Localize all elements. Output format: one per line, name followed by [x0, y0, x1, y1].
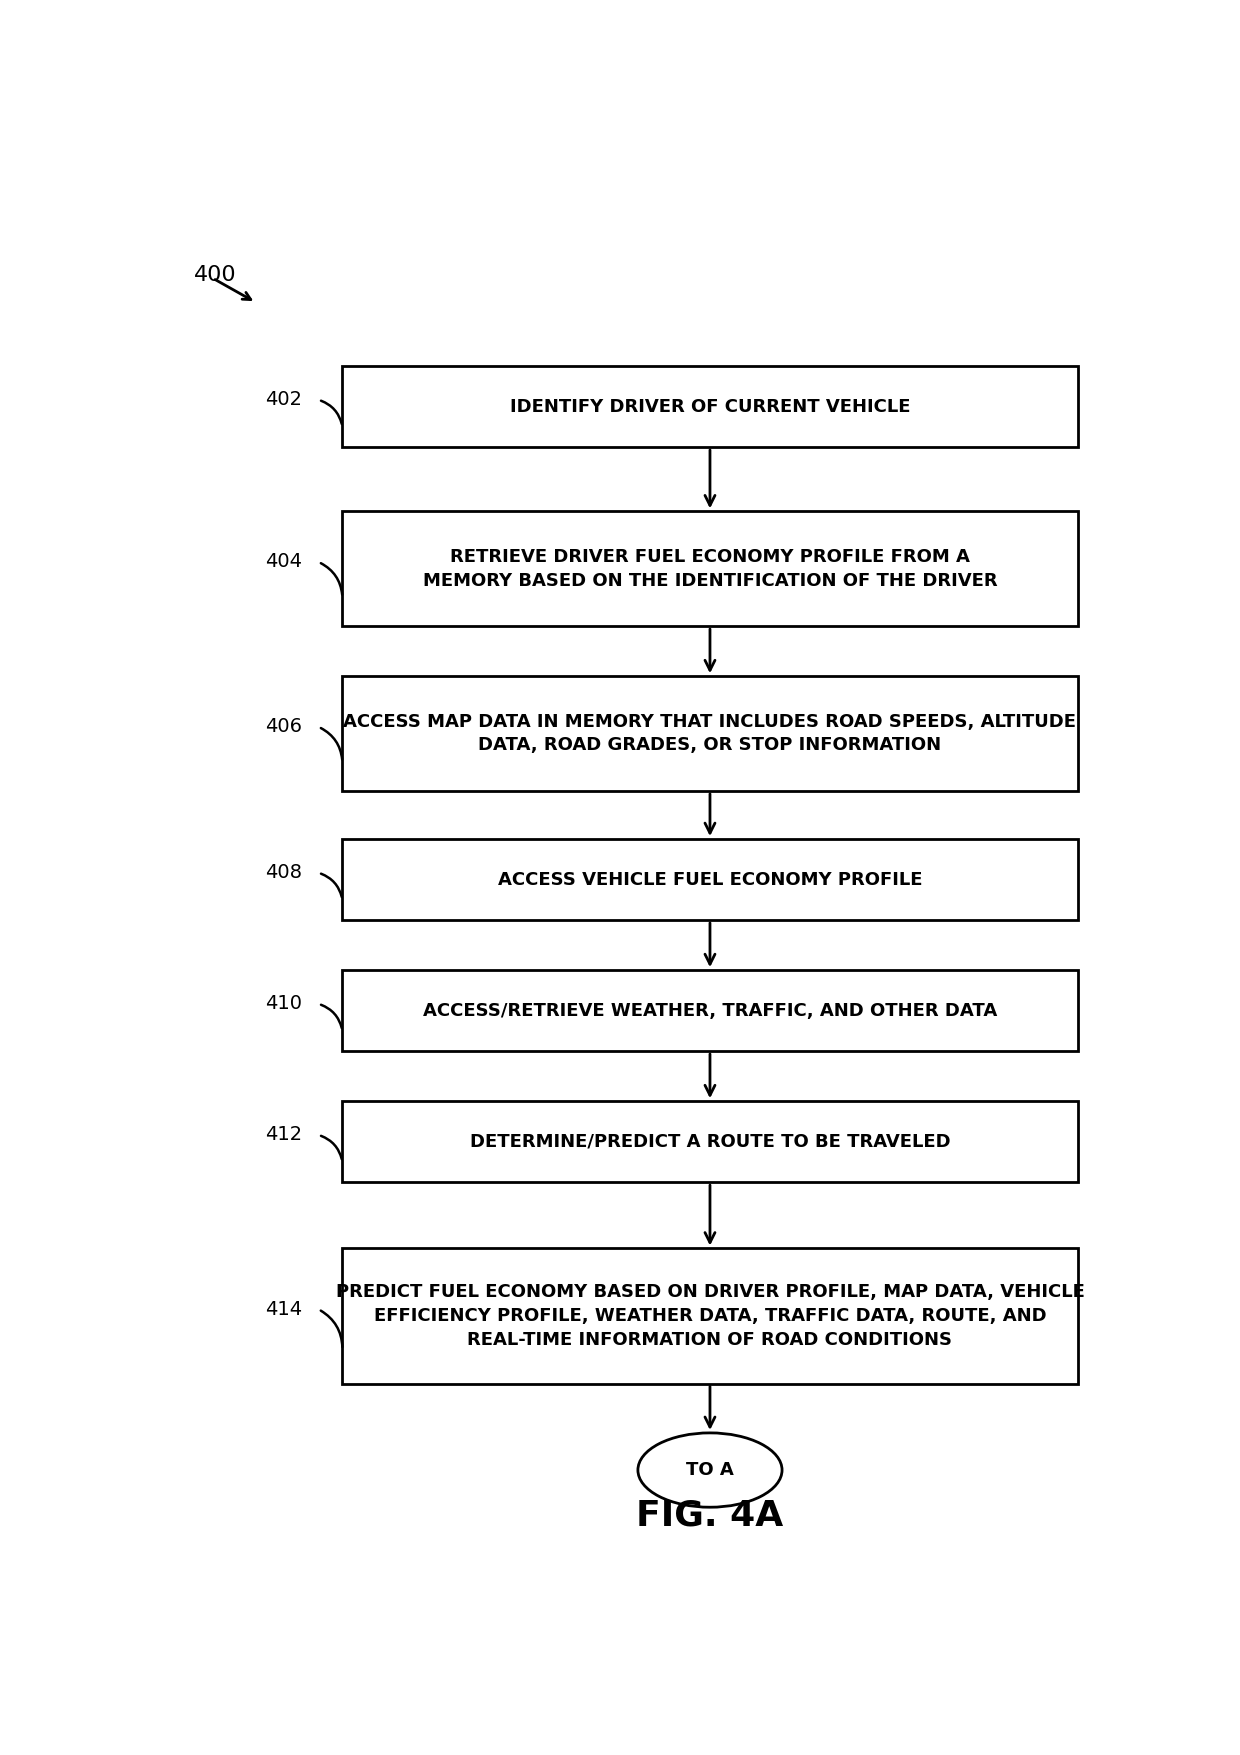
Text: 406: 406	[265, 718, 303, 737]
Text: ACCESS VEHICLE FUEL ECONOMY PROFILE: ACCESS VEHICLE FUEL ECONOMY PROFILE	[497, 870, 923, 888]
FancyBboxPatch shape	[342, 839, 1078, 920]
Text: 412: 412	[265, 1125, 303, 1144]
Text: 400: 400	[193, 265, 236, 284]
FancyBboxPatch shape	[342, 676, 1078, 792]
FancyBboxPatch shape	[342, 971, 1078, 1051]
Text: RETRIEVE DRIVER FUEL ECONOMY PROFILE FROM A
MEMORY BASED ON THE IDENTIFICATION O: RETRIEVE DRIVER FUEL ECONOMY PROFILE FRO…	[423, 548, 997, 590]
Text: 404: 404	[265, 553, 303, 572]
FancyBboxPatch shape	[342, 1248, 1078, 1383]
Text: FIG. 4A: FIG. 4A	[636, 1499, 784, 1532]
Ellipse shape	[637, 1432, 782, 1508]
Text: DETERMINE/PREDICT A ROUTE TO BE TRAVELED: DETERMINE/PREDICT A ROUTE TO BE TRAVELED	[470, 1132, 950, 1151]
FancyBboxPatch shape	[342, 511, 1078, 627]
Text: ACCESS MAP DATA IN MEMORY THAT INCLUDES ROAD SPEEDS, ALTITUDE
DATA, ROAD GRADES,: ACCESS MAP DATA IN MEMORY THAT INCLUDES …	[343, 713, 1076, 755]
Text: 408: 408	[265, 863, 303, 883]
Text: 410: 410	[265, 995, 303, 1013]
Text: TO A: TO A	[686, 1462, 734, 1479]
Text: PREDICT FUEL ECONOMY BASED ON DRIVER PROFILE, MAP DATA, VEHICLE
EFFICIENCY PROFI: PREDICT FUEL ECONOMY BASED ON DRIVER PRO…	[336, 1283, 1085, 1348]
FancyBboxPatch shape	[342, 367, 1078, 448]
Text: IDENTIFY DRIVER OF CURRENT VEHICLE: IDENTIFY DRIVER OF CURRENT VEHICLE	[510, 398, 910, 416]
Text: 402: 402	[265, 390, 303, 409]
FancyBboxPatch shape	[342, 1100, 1078, 1183]
Text: 414: 414	[265, 1300, 303, 1318]
Text: ACCESS/RETRIEVE WEATHER, TRAFFIC, AND OTHER DATA: ACCESS/RETRIEVE WEATHER, TRAFFIC, AND OT…	[423, 1002, 997, 1020]
